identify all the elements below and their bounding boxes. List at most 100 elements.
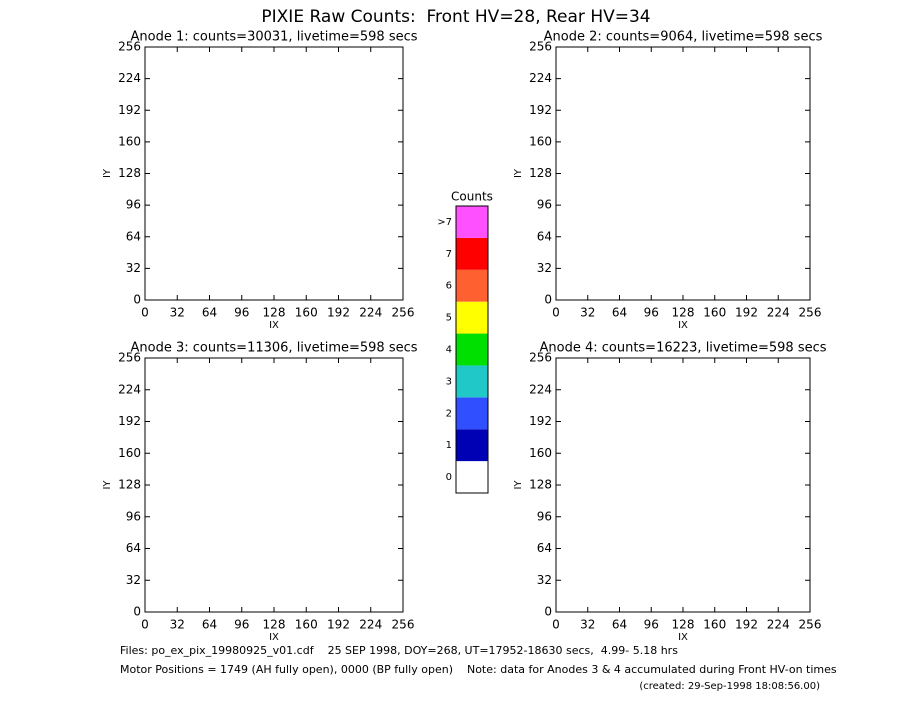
panel-title: Anode 3: counts=11306, livetime=598 secs [130, 341, 417, 356]
y-tick-label: 96 [537, 509, 552, 523]
x-tick-label: 0 [141, 618, 149, 632]
y-tick-label: 128 [529, 166, 552, 180]
colorbar-box [456, 301, 488, 334]
y-tick-label: 96 [126, 509, 141, 523]
colorbar-box [456, 269, 488, 302]
x-tick-label: 64 [612, 618, 627, 632]
x-tick-label: 224 [359, 618, 382, 632]
x-tick-label: 96 [644, 618, 659, 632]
x-tick-label: 32 [170, 618, 185, 632]
y-axis-label: IY [513, 480, 524, 490]
colorbar-label: 0 [446, 472, 452, 483]
colorbar-label: 7 [446, 249, 452, 260]
y-tick-label: 192 [529, 414, 552, 428]
colorbar-frame [455, 205, 489, 494]
y-tick-label: 64 [537, 229, 552, 243]
colorbar-label: 2 [446, 408, 452, 419]
y-tick-label: 0 [544, 293, 552, 307]
y-tick-label: 256 [529, 351, 552, 365]
y-axis-label: IY [513, 168, 524, 178]
colorbar-box [456, 461, 488, 493]
x-tick-label: 32 [580, 618, 595, 632]
x-tick-label: 96 [644, 306, 659, 320]
y-tick-label: 32 [537, 261, 552, 275]
y-tick-label: 32 [126, 261, 141, 275]
y-tick-label: 0 [133, 293, 141, 307]
y-tick-label: 128 [118, 478, 141, 492]
colorbar-label: 3 [446, 376, 452, 387]
y-tick-label: 224 [529, 71, 552, 85]
x-tick-label: 256 [799, 618, 822, 632]
page-title: PIXIE Raw Counts: Front HV=28, Rear HV=3… [261, 7, 650, 27]
colorbar-label: 4 [446, 345, 452, 356]
x-tick-label: 64 [202, 306, 217, 320]
colorbar-box [456, 397, 488, 430]
colorbar-label: 6 [446, 281, 452, 292]
panel-title: Anode 1: counts=30031, livetime=598 secs [130, 30, 417, 45]
colorbar-label: 5 [446, 313, 452, 324]
x-tick-label: 32 [580, 306, 595, 320]
y-tick-label: 192 [118, 103, 141, 117]
x-axis-label: IX [269, 632, 279, 643]
y-tick-label: 192 [118, 414, 141, 428]
panel-title: Anode 2: counts=9064, livetime=598 secs [544, 30, 823, 45]
x-tick-label: 128 [672, 306, 695, 320]
y-tick-label: 256 [118, 351, 141, 365]
footer-files: Files: po_ex_pix_19980925_v01.cdf 25 SEP… [120, 644, 678, 657]
colorbar-box [456, 333, 488, 366]
x-axis-label: IX [269, 320, 279, 331]
colorbar-box [456, 206, 488, 238]
x-tick-label: 128 [263, 618, 286, 632]
panel-title: Anode 4: counts=16223, livetime=598 secs [539, 341, 826, 356]
y-tick-label: 160 [118, 134, 141, 148]
y-tick-label: 0 [133, 605, 141, 619]
x-tick-label: 224 [359, 306, 382, 320]
x-tick-label: 256 [392, 306, 415, 320]
x-tick-label: 32 [170, 306, 185, 320]
x-tick-label: 160 [295, 306, 318, 320]
colorbar-label: 1 [446, 440, 452, 451]
y-tick-label: 224 [118, 382, 141, 396]
x-tick-label: 224 [767, 618, 790, 632]
x-tick-label: 128 [263, 306, 286, 320]
y-axis-label: IY [102, 168, 113, 178]
x-tick-label: 0 [141, 306, 149, 320]
x-tick-label: 128 [672, 618, 695, 632]
y-tick-label: 256 [529, 40, 552, 54]
colorbar-box [456, 237, 488, 270]
x-tick-label: 160 [703, 618, 726, 632]
x-axis-label: IX [678, 320, 688, 331]
colorbar-box [456, 429, 488, 462]
y-tick-label: 64 [126, 541, 141, 555]
y-tick-label: 160 [529, 134, 552, 148]
x-tick-label: 160 [295, 618, 318, 632]
x-tick-label: 256 [799, 306, 822, 320]
x-tick-label: 96 [234, 306, 249, 320]
footer-created: (created: 29-Sep-1998 18:08:56.00) [639, 681, 820, 692]
y-tick-label: 96 [126, 198, 141, 212]
x-tick-label: 64 [202, 618, 217, 632]
y-tick-label: 224 [529, 382, 552, 396]
colorbar-label: >7 [437, 217, 452, 228]
x-tick-label: 224 [767, 306, 790, 320]
colorbar-title: Counts [451, 190, 493, 204]
footer-motor: Motor Positions = 1749 (AH fully open), … [120, 663, 837, 676]
x-axis-label: IX [678, 632, 688, 643]
y-tick-label: 192 [529, 103, 552, 117]
y-tick-label: 160 [118, 446, 141, 460]
y-tick-label: 224 [118, 71, 141, 85]
x-tick-label: 96 [234, 618, 249, 632]
y-axis-label: IY [102, 480, 113, 490]
x-tick-label: 160 [703, 306, 726, 320]
x-tick-label: 0 [552, 618, 560, 632]
y-tick-label: 64 [537, 541, 552, 555]
x-tick-label: 192 [327, 618, 350, 632]
y-tick-label: 160 [529, 446, 552, 460]
y-tick-label: 0 [544, 605, 552, 619]
x-tick-label: 192 [327, 306, 350, 320]
x-tick-label: 0 [552, 306, 560, 320]
colorbar-box [456, 365, 488, 398]
x-tick-label: 192 [735, 306, 758, 320]
y-tick-label: 256 [118, 40, 141, 54]
